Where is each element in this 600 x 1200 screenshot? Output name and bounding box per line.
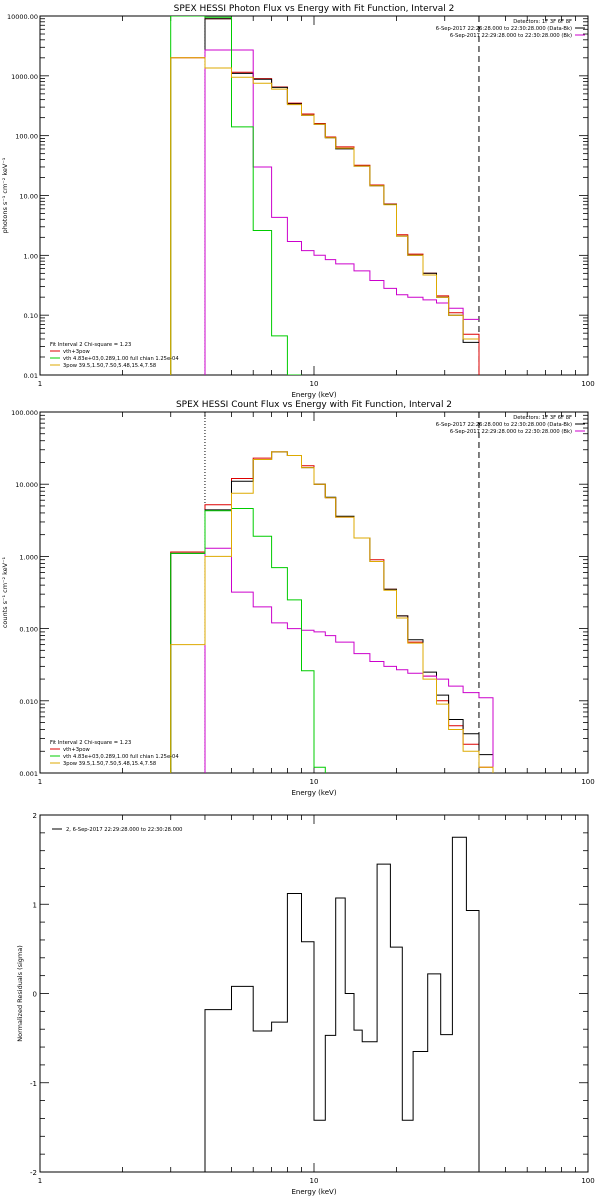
y-tick-label: 1.00 [24, 252, 38, 260]
chart-panel-1: SPEX HESSI Photon Flux vs Energy with Fi… [1, 4, 595, 399]
legend-entry: 6-Sep-2017 22:29:28.000 to 22:30:28.000 … [450, 429, 572, 435]
x-tick-label: 100 [581, 778, 594, 786]
legend-entry: 6-Sep-2017 22:26:28.000 to 22:30:28.000 … [436, 422, 572, 428]
legend-entry: Fit Interval 2 Chi-square = 1.23 [50, 342, 131, 348]
series-group [204, 836, 480, 1172]
legend-entry: vth 4.83e+03,0.289,1.00 full chian 1.25e… [63, 754, 179, 760]
x-tick-label: 10 [310, 380, 319, 388]
plot-frame [39, 15, 589, 376]
x-axis-label: Energy (keV) [291, 391, 336, 399]
y-tick-label: 10.00 [19, 193, 38, 201]
legend-entry: 3pow 39.5,1.50,7.50,5.48,15.4,7.58 [63, 363, 156, 369]
y-tick-label: 0.001 [19, 770, 38, 778]
y-tick-label: 0.10 [24, 312, 38, 320]
x-tick-label: 1 [38, 778, 42, 786]
legend-entry: vth+3pow [63, 349, 91, 355]
legend-entry: vth+3pow [63, 747, 91, 753]
chart-panel-2: SPEX HESSI Count Flux vs Energy with Fit… [1, 400, 595, 797]
y-tick-label: 0 [33, 991, 37, 999]
chart-title: SPEX HESSI Count Flux vs Energy with Fit… [176, 400, 452, 410]
y-tick-label: 0.01 [24, 372, 38, 380]
legend-entry: 3pow 39.5,1.50,7.50,5.48,15.4,7.58 [63, 761, 156, 767]
y-axis-label: Normalized Residuals (sigma) [16, 945, 24, 1042]
legend-entry: 6-Sep-2017 22:29:28.000 to 22:30:28.000 … [450, 33, 572, 39]
series-line-residuals [204, 836, 480, 1172]
x-axis-label: Energy (keV) [291, 1188, 336, 1196]
series-line-data-bk [170, 451, 494, 773]
y-tick-label: 100.000 [11, 409, 38, 417]
y-axis-label: counts s⁻¹ cm⁻² keV⁻¹ [1, 556, 9, 628]
y-tick-label: 1 [33, 901, 37, 909]
y-tick-label: 2 [33, 812, 37, 820]
y-tick-label: -1 [30, 1080, 37, 1088]
y-tick-label: 10000.00 [7, 13, 38, 21]
y-axis-label: photons s⁻¹ cm⁻² keV⁻¹ [1, 157, 9, 233]
chart-title: SPEX HESSI Photon Flux vs Energy with Fi… [174, 4, 455, 14]
x-tick-label: 100 [581, 1177, 594, 1185]
legend-entry: vth 4.83e+03,0.289,1.00 full chian 1.25e… [63, 356, 179, 362]
legend-entry: 2, 6-Sep-2017 22:29:28.000 to 22:30:28.0… [66, 827, 182, 833]
x-axis-label: Energy (keV) [291, 789, 336, 797]
x-tick-label: 1 [38, 1177, 42, 1185]
chart-panel-3: 1 10 100 Energy (keV) -2 -1 0 1 2 Normalized Resi… [16, 812, 595, 1196]
x-tick-label: 1 [38, 380, 42, 388]
y-tick-label: 100.00 [15, 133, 38, 141]
legend-entry: 6-Sep-2017 22:26:28.000 to 22:30:28.000 … [436, 26, 572, 32]
x-tick-label: 100 [581, 380, 594, 388]
y-tick-label: -2 [30, 1169, 37, 1177]
y-tick-label: 1000.00 [11, 73, 38, 81]
series-line-vth-3pow [170, 18, 480, 375]
series-group [170, 16, 480, 375]
legend-entry: Detectors: 1F 3F 6F 8F [513, 415, 572, 421]
y-tick-label: 10.000 [15, 481, 38, 489]
y-tick-label: 0.100 [19, 626, 38, 634]
x-tick-label: 10 [310, 778, 319, 786]
series-line-vth [170, 16, 302, 375]
series-group [170, 451, 494, 773]
y-tick-label: 0.010 [19, 698, 38, 706]
y-tick-label: 1.000 [19, 553, 38, 561]
series-line-3pow [170, 57, 479, 375]
legend-entry: Fit Interval 2 Chi-square = 1.23 [50, 740, 131, 746]
series-line-3pow [170, 451, 494, 773]
legend-entry: Detectors: 1F 3F 6F 8F [513, 19, 572, 25]
series-line-bk [204, 547, 494, 773]
series-line-bk [204, 49, 479, 375]
x-tick-label: 10 [310, 1177, 319, 1185]
series-line-vth-3pow [170, 451, 494, 773]
series-line-vth [170, 508, 326, 773]
